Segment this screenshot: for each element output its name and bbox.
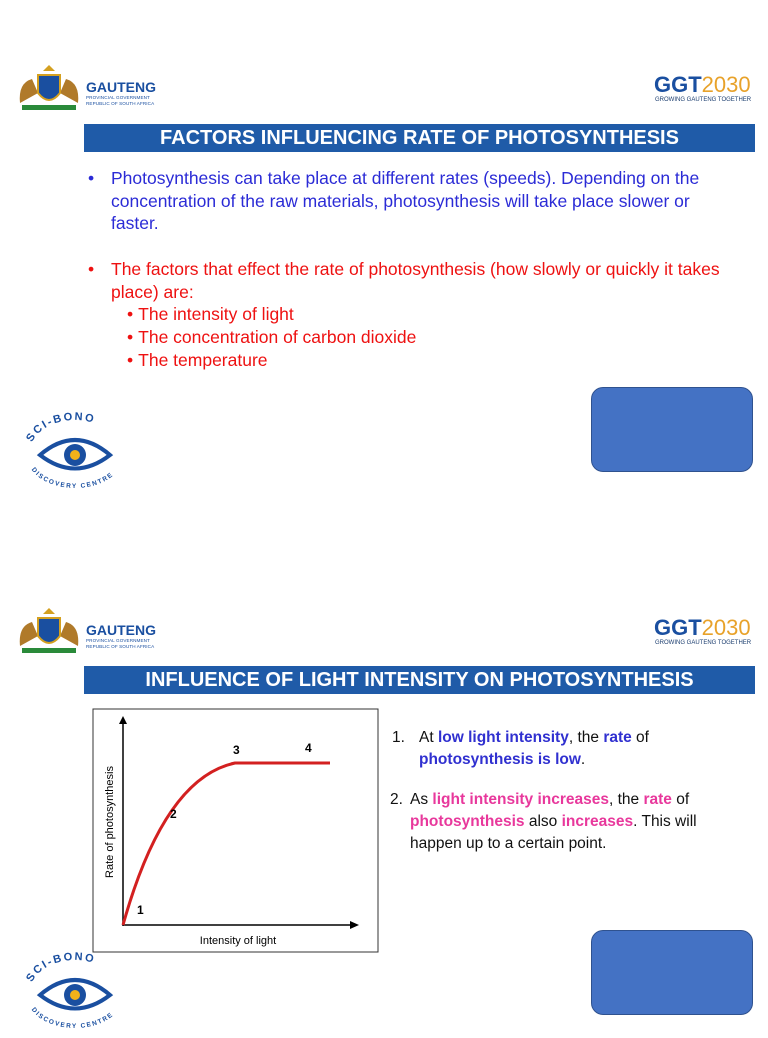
- slide: GAUTENG PROVINCIAL GOVERNMENT REPUBLIC OF …: [0, 598, 768, 1038]
- lion-right: [60, 622, 79, 646]
- logo-top: SCI-BONO: [24, 411, 95, 444]
- crest: [19, 65, 79, 110]
- curve: [121, 761, 330, 926]
- pupil: [70, 450, 80, 460]
- ggt-letters: GGT: [654, 615, 702, 640]
- ggt-tagline: GROWING GAUTENG TOGETHER: [655, 640, 752, 646]
- graph-frame: [92, 708, 379, 953]
- text-run: At: [419, 729, 438, 746]
- eye: [36, 438, 114, 471]
- point-number: 1.: [392, 729, 405, 746]
- ggt-letters: GGT: [654, 72, 702, 97]
- highlight: photosynthesis: [410, 813, 525, 830]
- ggt-year: 2030: [701, 72, 751, 97]
- highlight: rate: [643, 791, 672, 808]
- blue-box: [591, 387, 753, 472]
- text-run: As: [410, 791, 433, 808]
- highlight: low light intensity: [437, 729, 569, 746]
- gauteng-name: GAUTENG: [86, 622, 156, 638]
- title-bar: INFLUENCE OF LIGHT INTENSITY ON PHOTOSYN…: [84, 666, 755, 694]
- graph: Intensity of light Rate of photosynthesis…: [92, 708, 379, 953]
- gauteng-country: REPUBLIC OF SOUTH AFRICA: [86, 644, 155, 649]
- crest: [19, 608, 79, 653]
- shield: [37, 74, 61, 101]
- lion-left: [19, 79, 38, 103]
- sub-bullet: The intensity of light: [127, 303, 294, 326]
- base: [22, 648, 76, 653]
- highlight: light intensity increases: [432, 791, 609, 808]
- text-run: .: [580, 751, 586, 768]
- base: [22, 105, 76, 110]
- crown: [43, 65, 55, 71]
- gauteng-name: GAUTENG: [86, 79, 156, 95]
- text-run: also: [524, 813, 562, 830]
- point-label: 4: [305, 741, 312, 755]
- point-number: 2.: [390, 791, 403, 808]
- gauteng-country: REPUBLIC OF SOUTH AFRICA: [86, 101, 155, 106]
- eye: [36, 978, 114, 1011]
- x-label: Intensity of light: [200, 935, 276, 947]
- text-run: , the: [609, 791, 644, 808]
- text-run: of: [631, 729, 649, 746]
- gauteng-gov: PROVINCIAL GOVERNMENT: [86, 638, 150, 643]
- lion-left: [19, 622, 38, 646]
- bullet: The factors that effect the rate of phot…: [88, 258, 741, 303]
- y-label: Rate of photosynthesis: [104, 766, 116, 878]
- sub-bullet: The temperature: [127, 349, 267, 372]
- point: 1. At low light intensity, the rate of ph…: [392, 727, 749, 771]
- highlight: photosynthesis is low: [419, 751, 581, 768]
- logo-text: SCI-BONO: [24, 411, 97, 444]
- crown: [43, 608, 55, 614]
- gauteng-gov: PROVINCIAL GOVERNMENT: [86, 95, 150, 100]
- title-bar: FACTORS INFLUENCING RATE OF PHOTOSYNTHES…: [84, 124, 755, 152]
- ggt-tagline: GROWING GAUTENG TOGETHER: [655, 97, 752, 103]
- ggt-logo: GGT2030: [654, 72, 751, 98]
- x-arrow: [350, 921, 359, 929]
- text-run: . This will happen up to a certain point…: [410, 813, 697, 852]
- text-run: of: [671, 791, 690, 808]
- logo-top: SCI-BONO: [24, 951, 95, 984]
- pupil: [70, 990, 80, 1000]
- y-arrow: [119, 716, 127, 724]
- lion-right: [60, 79, 79, 103]
- point-label: 2: [170, 807, 177, 821]
- ggt-year: 2030: [701, 615, 751, 640]
- highlight: increases: [561, 813, 634, 830]
- slide: GAUTENG PROVINCIAL GOVERNMENT REPUBLIC OF …: [0, 55, 768, 495]
- ggt-logo: GGT2030: [654, 615, 751, 641]
- point-label: 3: [233, 743, 240, 757]
- point-label: 1: [137, 903, 144, 917]
- text-run: , the: [568, 729, 604, 746]
- highlight: rate: [603, 729, 632, 746]
- blue-box: [591, 930, 753, 1015]
- shield: [37, 617, 61, 644]
- logo-text: SCI-BONO: [24, 951, 97, 984]
- sub-bullet: The concentration of carbon dioxide: [127, 326, 416, 349]
- point: 2. As light intensity increases, the rate…: [390, 789, 740, 855]
- bullet: Photosynthesis can take place at differe…: [88, 167, 741, 235]
